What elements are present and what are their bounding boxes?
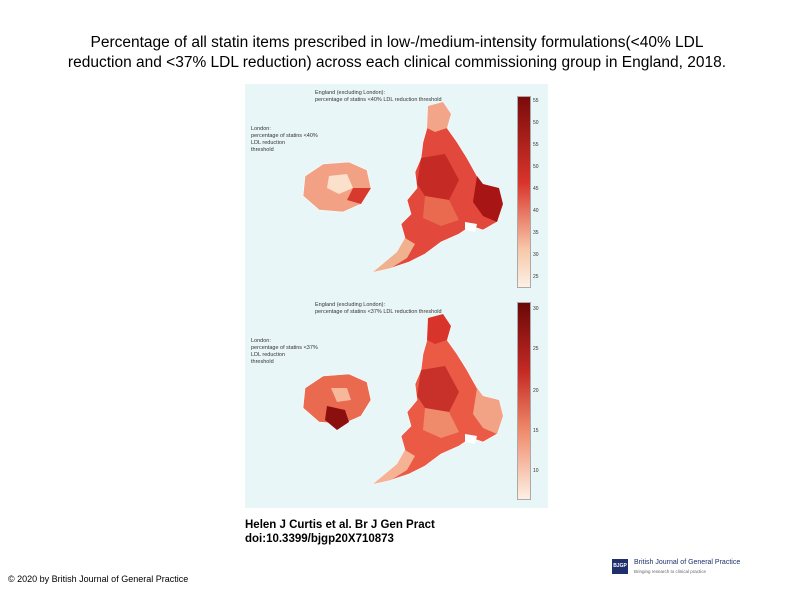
figure-title-line-2: reduction and <37% LDL reduction) across… — [67, 54, 727, 71]
england-region-midlands — [417, 154, 459, 200]
london-region-centre — [327, 174, 353, 194]
scale-tick: 50 — [533, 120, 539, 126]
map-panel-40: England (excluding London): percentage o… — [245, 84, 548, 296]
england-subtitle-line: percentage of statins <37% LDL reduction… — [315, 309, 442, 315]
london-gap — [465, 222, 477, 232]
england-region-southwest — [373, 450, 415, 484]
scale-tick: 30 — [533, 306, 539, 312]
england-region-east — [473, 388, 503, 434]
scale-tick: 20 — [533, 388, 539, 394]
scale-tick: 50 — [533, 164, 539, 170]
london-region-south — [325, 406, 349, 430]
color-scale-bar-37 — [517, 302, 531, 500]
london-title-line: London: — [251, 338, 271, 344]
scale-tick: 25 — [533, 274, 539, 280]
england-map-title-37: England (excluding London): percentage o… — [315, 302, 475, 316]
london-subtitle-line-2: threshold — [251, 359, 274, 365]
color-scale-bar-40 — [517, 96, 531, 288]
journal-tagline: Bringing research to clinical practice — [634, 569, 707, 574]
england-region-east — [473, 176, 503, 222]
england-region-central — [423, 196, 459, 226]
london-subtitle-line: percentage of statins <37% LDL reduction — [251, 345, 318, 358]
choropleth-map-40 — [302, 101, 504, 273]
citation-authors: Helen J Curtis et al. Br J Gen Pract — [245, 519, 435, 531]
figure-title: Percentage of all statin items prescribe… — [10, 33, 784, 73]
bjgp-logo-icon: BJGP — [612, 559, 628, 574]
london-map-title-40: London: percentage of statins <40% LDL r… — [251, 126, 321, 154]
london-title-line: London: — [251, 126, 271, 132]
london-subtitle-line-2: threshold — [251, 147, 274, 153]
london-region-centre — [331, 388, 351, 402]
scale-tick: 55 — [533, 98, 539, 104]
england-region-central — [423, 408, 459, 438]
figure-title-line-1: Percentage of all statin items prescribe… — [90, 34, 704, 51]
journal-logo: BJGP British Journal of General Practice… — [612, 557, 782, 577]
london-gap — [465, 434, 477, 444]
england-region-midlands — [417, 366, 459, 412]
england-region-southwest — [373, 238, 415, 272]
scale-tick: 45 — [533, 186, 539, 192]
england-subtitle-line: percentage of statins <40% LDL reduction… — [315, 97, 442, 103]
england-map-title-40: England (excluding London): percentage o… — [315, 90, 475, 104]
london-map-title-37: London: percentage of statins <37% LDL r… — [251, 338, 321, 366]
citation: Helen J Curtis et al. Br J Gen Pract doi… — [245, 518, 435, 546]
england-title-line: England (excluding London): — [315, 302, 386, 308]
london-region-east — [347, 188, 371, 204]
england-title-line: England (excluding London): — [315, 90, 386, 96]
scale-tick: 55 — [533, 142, 539, 148]
scale-tick: 10 — [533, 468, 539, 474]
figure-image: England (excluding London): percentage o… — [245, 84, 548, 508]
scale-tick: 35 — [533, 230, 539, 236]
citation-doi: doi:10.3399/bjgp20X710873 — [245, 533, 394, 545]
choropleth-map-37 — [302, 313, 504, 485]
copyright-notice: © 2020 by British Journal of General Pra… — [8, 574, 189, 584]
england-region-north — [427, 102, 451, 132]
scale-tick: 30 — [533, 252, 539, 258]
england-region-north — [427, 314, 451, 344]
scale-tick: 25 — [533, 346, 539, 352]
scale-tick: 15 — [533, 428, 539, 434]
scale-tick: 40 — [533, 208, 539, 214]
london-subtitle-line: percentage of statins <40% LDL reduction — [251, 133, 318, 146]
journal-name: British Journal of General Practice — [634, 559, 741, 566]
map-panel-37: England (excluding London): percentage o… — [245, 296, 548, 508]
